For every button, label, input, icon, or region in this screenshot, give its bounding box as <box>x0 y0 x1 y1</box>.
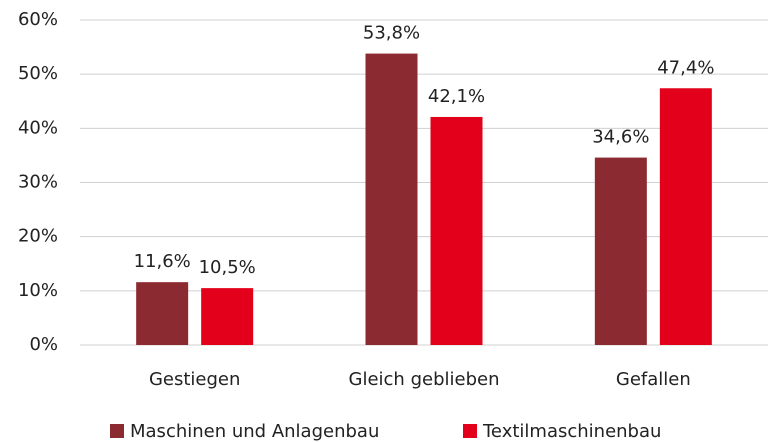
y-tick-label: 60% <box>18 9 58 30</box>
data-label: 34,6% <box>592 127 649 148</box>
data-label: 47,4% <box>657 57 714 78</box>
y-tick-label: 40% <box>18 117 58 138</box>
x-tick-label: Gestiegen <box>149 369 240 390</box>
y-tick-label: 0% <box>29 334 58 355</box>
x-tick-label: Gleich geblieben <box>349 369 500 390</box>
data-label: 53,8% <box>363 23 420 44</box>
y-tick-label: 30% <box>18 172 58 193</box>
y-tick-label: 50% <box>18 63 58 84</box>
legend-label: Textilmaschinenbau <box>482 421 661 442</box>
bar <box>659 88 712 345</box>
legend-swatch <box>110 424 124 438</box>
bar <box>365 53 418 345</box>
legend-swatch <box>463 424 477 438</box>
data-label: 10,5% <box>199 257 256 278</box>
bar <box>430 116 483 345</box>
legend-label: Maschinen und Anlagenbau <box>130 421 379 442</box>
bar <box>594 157 647 345</box>
x-tick-label: Gefallen <box>616 369 691 390</box>
y-tick-label: 10% <box>18 280 58 301</box>
data-label: 42,1% <box>428 86 485 107</box>
data-label: 11,6% <box>134 251 191 272</box>
bar <box>201 288 254 345</box>
y-tick-label: 20% <box>18 226 58 247</box>
bar <box>136 282 189 345</box>
